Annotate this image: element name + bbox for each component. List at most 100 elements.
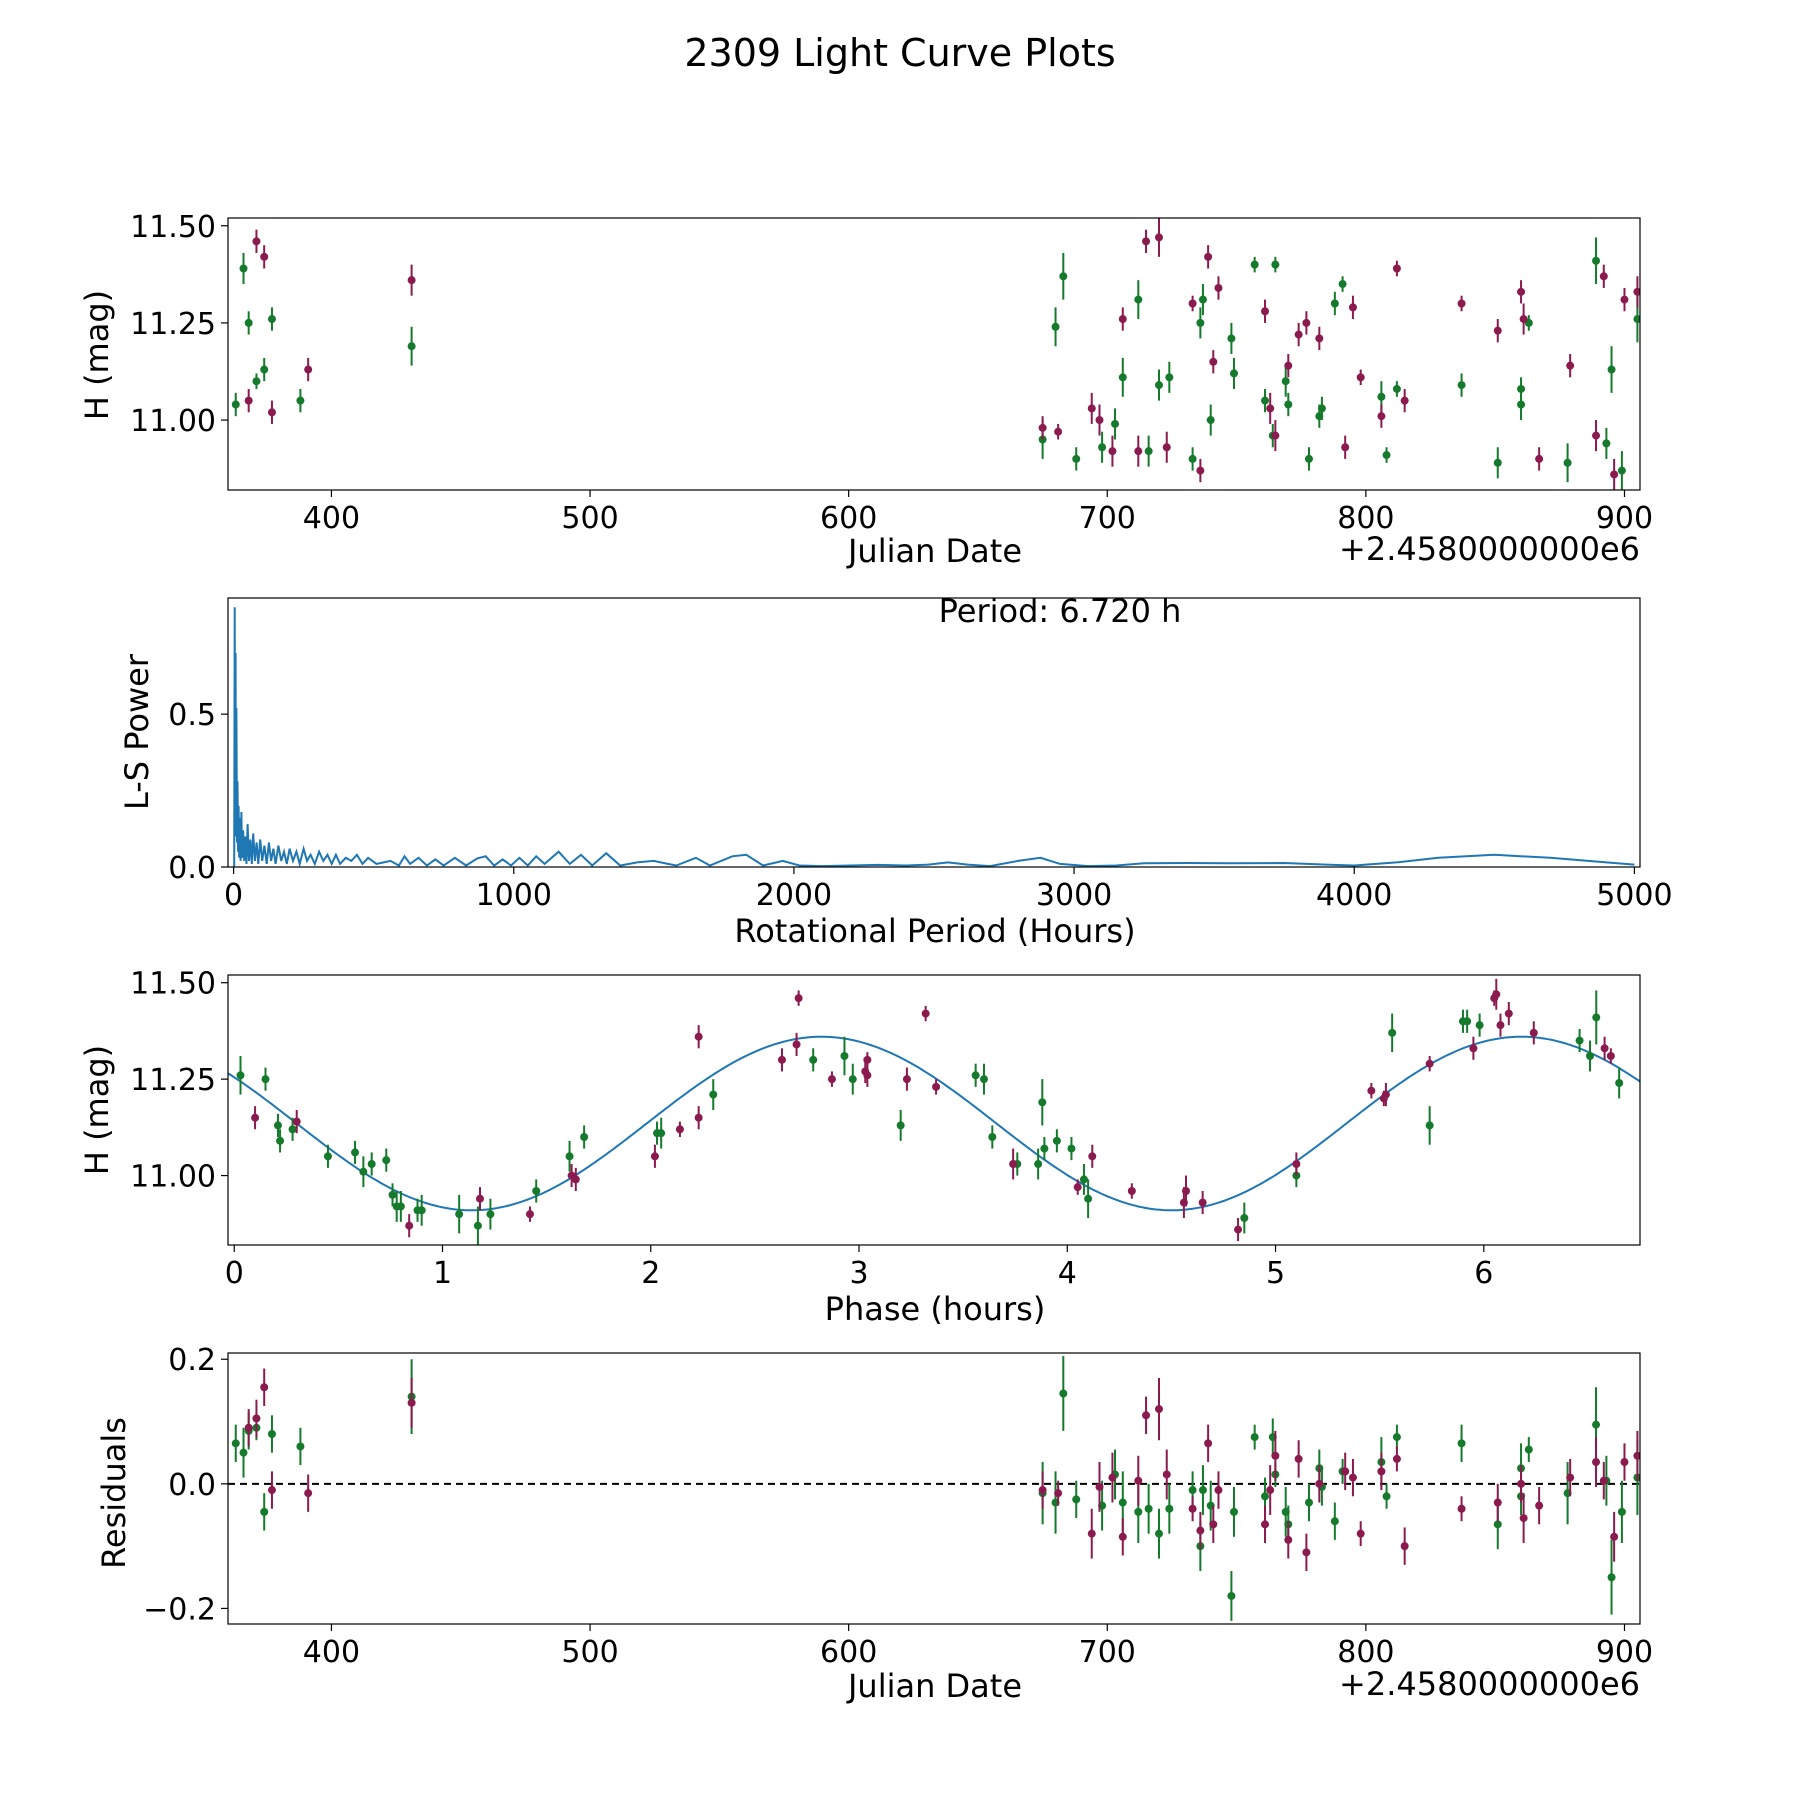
- phased-green-point: [971, 1071, 980, 1080]
- raw-purple-point: [1214, 283, 1223, 292]
- residuals-purple-point: [1457, 1504, 1466, 1513]
- raw-light-curve-panel: Julian Date +2.4580000000e6 H (mag) 400 5…: [78, 210, 1653, 570]
- residuals-purple-point: [252, 1414, 261, 1423]
- residuals-purple-point: [1196, 1526, 1205, 1535]
- raw-green-point: [1457, 381, 1466, 390]
- raw-purple-point: [1266, 404, 1275, 413]
- raw-green-point: [1188, 454, 1197, 463]
- residuals-purple-point: [1214, 1486, 1223, 1495]
- residuals-purple-point: [1535, 1501, 1544, 1510]
- phased-green-point: [382, 1156, 391, 1165]
- raw-green-point: [1330, 299, 1339, 308]
- residuals-purple-point: [1266, 1486, 1275, 1495]
- phased-purple-point: [251, 1113, 260, 1122]
- raw-green-point: [1563, 458, 1572, 467]
- phased-green-point: [1425, 1121, 1434, 1130]
- raw-green-point: [1607, 365, 1616, 374]
- residuals-purple-point: [1142, 1411, 1151, 1420]
- raw-green-point: [1392, 384, 1401, 393]
- raw-green-point: [244, 318, 253, 327]
- phased-x-tick-label: 0: [225, 1256, 244, 1291]
- residuals-green-point: [1524, 1445, 1533, 1454]
- raw-green-point: [1250, 260, 1259, 269]
- raw-purple-point: [1142, 237, 1151, 246]
- residuals-purple-point: [1400, 1542, 1409, 1551]
- raw-green-point: [1059, 272, 1068, 281]
- phased-green-point: [455, 1210, 464, 1219]
- residuals-purple-point: [1134, 1476, 1143, 1485]
- raw-y-tick-label: 11.25: [130, 307, 216, 342]
- phased-purple-point: [1381, 1090, 1390, 1099]
- periodogram-panel: Period: 6.720 h Rotational Period (Hours…: [118, 592, 1673, 950]
- periodogram-x-tick-label: 3000: [1036, 878, 1112, 913]
- phased-green-point: [367, 1160, 376, 1168]
- phased-green-point: [1240, 1214, 1249, 1222]
- raw-purple-point: [1348, 303, 1357, 312]
- phased-y-tick-label: 11.50: [130, 967, 216, 1002]
- residuals-purple-point: [1271, 1451, 1280, 1460]
- phased-green-point: [417, 1206, 426, 1215]
- raw-purple-point: [1209, 357, 1218, 366]
- residuals-purple-point: [1633, 1451, 1640, 1460]
- raw-green-point: [1144, 447, 1153, 456]
- raw-axes-frame: [227, 217, 1641, 491]
- raw-purple-point: [304, 365, 313, 374]
- raw-plot-area: [231, 218, 1640, 490]
- raw-green-point: [1617, 466, 1626, 475]
- residuals-green-point: [1165, 1504, 1174, 1513]
- phased-purple-point: [571, 1175, 580, 1184]
- phased-green-point: [840, 1052, 849, 1060]
- phased-x-tick-label: 1: [433, 1256, 452, 1291]
- residuals-y-tick-label: −0.2: [143, 1592, 216, 1627]
- raw-purple-point: [1271, 431, 1280, 440]
- residuals-axes-frame: [227, 1352, 1641, 1625]
- residuals-green-point: [1607, 1573, 1616, 1582]
- phased-green-point: [1079, 1175, 1088, 1184]
- raw-green-point: [1261, 396, 1270, 405]
- residuals-purple-point: [1493, 1498, 1502, 1507]
- phased-green-point: [1040, 1144, 1049, 1153]
- phased-purple-point: [1496, 1021, 1505, 1030]
- raw-purple-point: [1118, 315, 1127, 324]
- phased-purple-point: [932, 1082, 941, 1091]
- phased-x-tick-label: 5: [1266, 1256, 1285, 1291]
- phased-green-point: [565, 1152, 574, 1161]
- phased-x-tick-label: 4: [1058, 1256, 1077, 1291]
- residuals-purple-point: [1209, 1520, 1218, 1529]
- residuals-green-point: [1392, 1433, 1401, 1442]
- residuals-green-point: [1592, 1420, 1601, 1429]
- phased-purple-point: [1529, 1028, 1538, 1037]
- phased-green-point: [1592, 1013, 1601, 1022]
- raw-green-point: [1111, 419, 1120, 428]
- phased-purple-point: [902, 1075, 911, 1084]
- raw-green-point: [1165, 373, 1174, 382]
- periodogram-y-tick-label: 0.5: [168, 698, 216, 733]
- raw-purple-point: [1633, 287, 1640, 296]
- residuals-purple-point: [1204, 1439, 1213, 1448]
- residuals-green-point: [1382, 1492, 1391, 1501]
- phased-green-point: [396, 1202, 405, 1211]
- residuals-purple-point: [1519, 1514, 1528, 1523]
- phased-green-point: [1052, 1136, 1061, 1145]
- residuals-purple-point: [1392, 1454, 1401, 1463]
- residuals-purple-point: [1162, 1470, 1171, 1479]
- phased-purple-point: [1234, 1225, 1243, 1234]
- residuals-purple-point: [1599, 1476, 1608, 1485]
- residuals-plot-area: [228, 1356, 1640, 1621]
- phased-green-point: [1084, 1194, 1093, 1203]
- residuals-green-point: [1304, 1498, 1313, 1507]
- raw-purple-point: [1356, 373, 1365, 382]
- raw-green-point: [1592, 256, 1601, 265]
- phased-purple-point: [863, 1055, 872, 1064]
- phased-green-point: [276, 1136, 285, 1145]
- phased-purple-point: [475, 1194, 484, 1203]
- phased-purple-point: [675, 1125, 684, 1134]
- phased-green-point: [473, 1221, 482, 1230]
- residuals-purple-point: [1620, 1458, 1629, 1467]
- raw-purple-point: [1188, 299, 1197, 308]
- phased-purple-point: [921, 1009, 930, 1018]
- raw-green-point: [1154, 381, 1163, 390]
- residuals-x-tick-label: 800: [1337, 1635, 1394, 1670]
- raw-green-point: [1338, 280, 1347, 289]
- raw-purple-point: [1154, 233, 1163, 242]
